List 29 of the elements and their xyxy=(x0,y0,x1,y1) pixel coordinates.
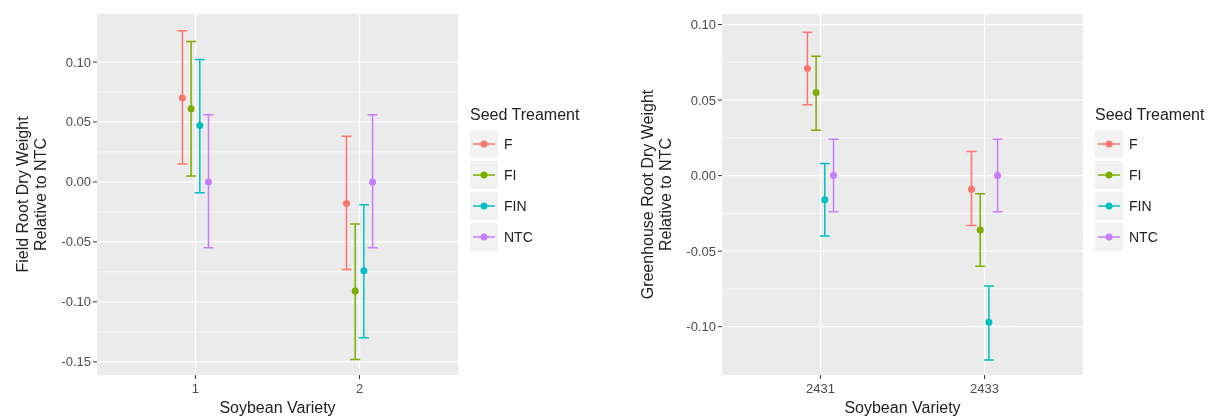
y-tick-label: -0.15 xyxy=(61,354,91,370)
y-tick-label: 0.10 xyxy=(690,17,716,33)
legend-title: Seed Treament xyxy=(1095,106,1205,123)
y-axis-title: Greenhouse Root Dry Weight Relative to NTC xyxy=(639,89,674,300)
y-axis-title: Field Root Dry Weight Relative to NTC xyxy=(14,115,49,273)
y-tick-label: 0.05 xyxy=(65,114,91,130)
x-axis-title: Soybean Variety xyxy=(844,399,961,416)
x-tick-label: 2 xyxy=(355,381,364,396)
y-tick-label: 0.10 xyxy=(65,54,91,70)
y-tick-label: -0.10 xyxy=(61,294,91,310)
y-tick-label: 0.00 xyxy=(65,174,91,190)
legend-label: NTC xyxy=(1129,228,1158,245)
legend-label: NTC xyxy=(504,228,533,245)
legend-title: Seed Treament xyxy=(470,106,580,123)
x-tick-label: 2431 xyxy=(805,381,835,396)
legend-label: F xyxy=(504,135,513,152)
y-tick-label: -0.05 xyxy=(61,234,91,250)
legend-label: FIN xyxy=(1129,197,1152,214)
y-tick-label: -0.05 xyxy=(686,243,716,259)
y-tick-label: 0.00 xyxy=(690,168,716,184)
x-axis-title: Soybean Variety xyxy=(219,399,336,416)
legend-label: FI xyxy=(1129,166,1142,183)
y-tick-label: -0.10 xyxy=(686,319,716,335)
x-tick-label: 1 xyxy=(191,381,200,396)
legend-label: FIN xyxy=(504,197,527,214)
legend-label: F xyxy=(1129,135,1138,152)
legend-label: FI xyxy=(504,166,517,183)
y-tick-label: 0.05 xyxy=(690,92,716,108)
x-tick-label: 2433 xyxy=(970,381,1000,396)
